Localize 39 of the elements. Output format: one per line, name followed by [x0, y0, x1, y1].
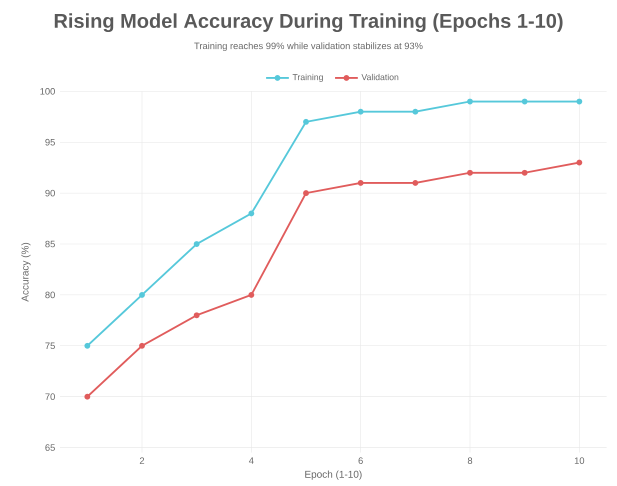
- x-tick-label: 8: [468, 457, 472, 464]
- y-tick-label: 85: [45, 240, 55, 248]
- point: [522, 98, 528, 104]
- legend-label: Validation: [361, 74, 398, 80]
- y-tick-label: 70: [45, 393, 55, 400]
- point: [139, 292, 145, 298]
- point: [194, 241, 200, 247]
- x-tick-label: 2: [140, 457, 144, 464]
- point: [358, 108, 364, 115]
- chart-title: Rising Model Accuracy During Training (Epochs 1-10): [54, 13, 563, 32]
- x-axis-title: Epoch (1-10): [305, 470, 362, 480]
- point: [358, 180, 364, 186]
- point: [467, 98, 473, 104]
- y-tick-label: 65: [45, 444, 55, 451]
- point: [522, 170, 528, 176]
- y-tick-label: 75: [45, 342, 55, 350]
- x-tick-label: 6: [358, 457, 363, 464]
- point: [412, 180, 418, 186]
- point: [248, 210, 254, 216]
- point: [412, 108, 418, 115]
- point: [303, 190, 309, 196]
- y-tick-label: 90: [45, 190, 55, 196]
- x-tick-label: 4: [248, 457, 254, 464]
- point: [194, 312, 200, 318]
- chart-subtitle: Training reaches 99% while validation stabilizes at 93%: [194, 42, 423, 52]
- point: [467, 170, 473, 176]
- y-tick-label: 95: [45, 138, 55, 146]
- legend-label: Training: [292, 74, 323, 82]
- point: [248, 292, 254, 298]
- x-tick-label: 10: [574, 457, 584, 464]
- point: [576, 160, 582, 166]
- point: [84, 394, 90, 400]
- y-tick-label: 80: [45, 292, 55, 298]
- y-tick-label: 100: [40, 88, 55, 95]
- point: [84, 342, 90, 349]
- point: [303, 118, 309, 125]
- y-axis-title: Accuracy (%): [21, 242, 31, 302]
- point: [576, 98, 582, 104]
- point: [139, 342, 145, 349]
